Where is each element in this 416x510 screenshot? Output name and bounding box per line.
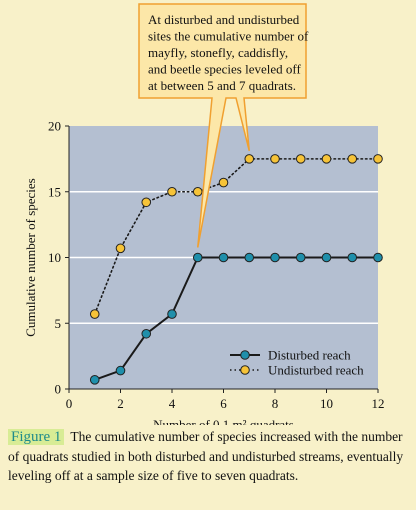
legend-label: Undisturbed reach [268, 363, 364, 378]
y-tick-label: 10 [48, 250, 61, 265]
annotation-callout [138, 3, 307, 248]
x-tick-label: 10 [320, 396, 333, 411]
annotation-text-line: sites the cumulative number of [148, 29, 309, 44]
data-point-series-2 [192, 186, 203, 197]
data-point-series-2 [321, 154, 332, 164]
data-point-series-1 [167, 309, 177, 319]
y-tick-label: 15 [48, 184, 61, 199]
data-point-series-1 [141, 328, 152, 339]
data-point-series-2 [141, 197, 152, 208]
figure-label: Figure 1 [8, 429, 65, 445]
y-tick-label: 5 [55, 316, 62, 331]
data-point-series-1 [347, 252, 358, 263]
x-tick-label: 6 [220, 396, 227, 411]
caption-text: The cumulative number of species increas… [8, 429, 404, 483]
x-axis-title: Number of 0.1 m² quadrats [153, 417, 294, 425]
data-point-series-1 [192, 252, 203, 263]
legend-marker [240, 350, 250, 360]
data-point-series-1 [115, 365, 126, 376]
x-tick-label: 2 [117, 396, 124, 411]
annotation-text-line: at between 5 and 7 quadrats. [148, 78, 296, 93]
y-axis-title: Cumulative number of species [23, 178, 38, 337]
data-point-series-1 [218, 252, 229, 263]
annotation-text-line: mayfly, stonefly, caddisfly, [148, 45, 288, 60]
y-tick-label: 0 [55, 382, 62, 397]
data-point-series-2 [218, 177, 229, 188]
data-point-series-1 [321, 252, 332, 263]
annotation-text-line: At disturbed and undisturbed [148, 12, 300, 27]
x-tick-label: 4 [169, 396, 176, 411]
data-point-series-2 [167, 186, 177, 197]
data-point-series-1 [244, 252, 255, 263]
x-tick-label: 8 [272, 396, 279, 411]
y-tick-label: 20 [48, 119, 61, 134]
figure-caption: Figure 1 The cumulative number of species… [8, 427, 408, 485]
annotation-text-line: and beetle species leveled off [148, 62, 301, 77]
data-point-series-1 [373, 252, 383, 263]
data-point-series-2 [115, 243, 126, 254]
data-point-series-2 [295, 154, 306, 164]
legend-label: Disturbed reach [268, 348, 351, 363]
data-point-series-2 [373, 154, 383, 164]
data-point-series-2 [347, 154, 358, 164]
data-point-series-1 [89, 374, 100, 385]
legend-marker [240, 365, 250, 375]
data-point-series-1 [295, 252, 306, 263]
data-point-series-1 [270, 252, 280, 263]
data-point-series-2 [244, 154, 255, 164]
x-tick-label: 0 [66, 396, 73, 411]
data-point-series-2 [89, 309, 100, 319]
species-accumulation-chart: 0 2 4 6 8 10 12 0 5 10 15 20 Number of 0.1 m² quadra… [23, 3, 385, 425]
x-tick-label: 12 [372, 396, 385, 411]
data-point-series-2 [270, 154, 280, 164]
